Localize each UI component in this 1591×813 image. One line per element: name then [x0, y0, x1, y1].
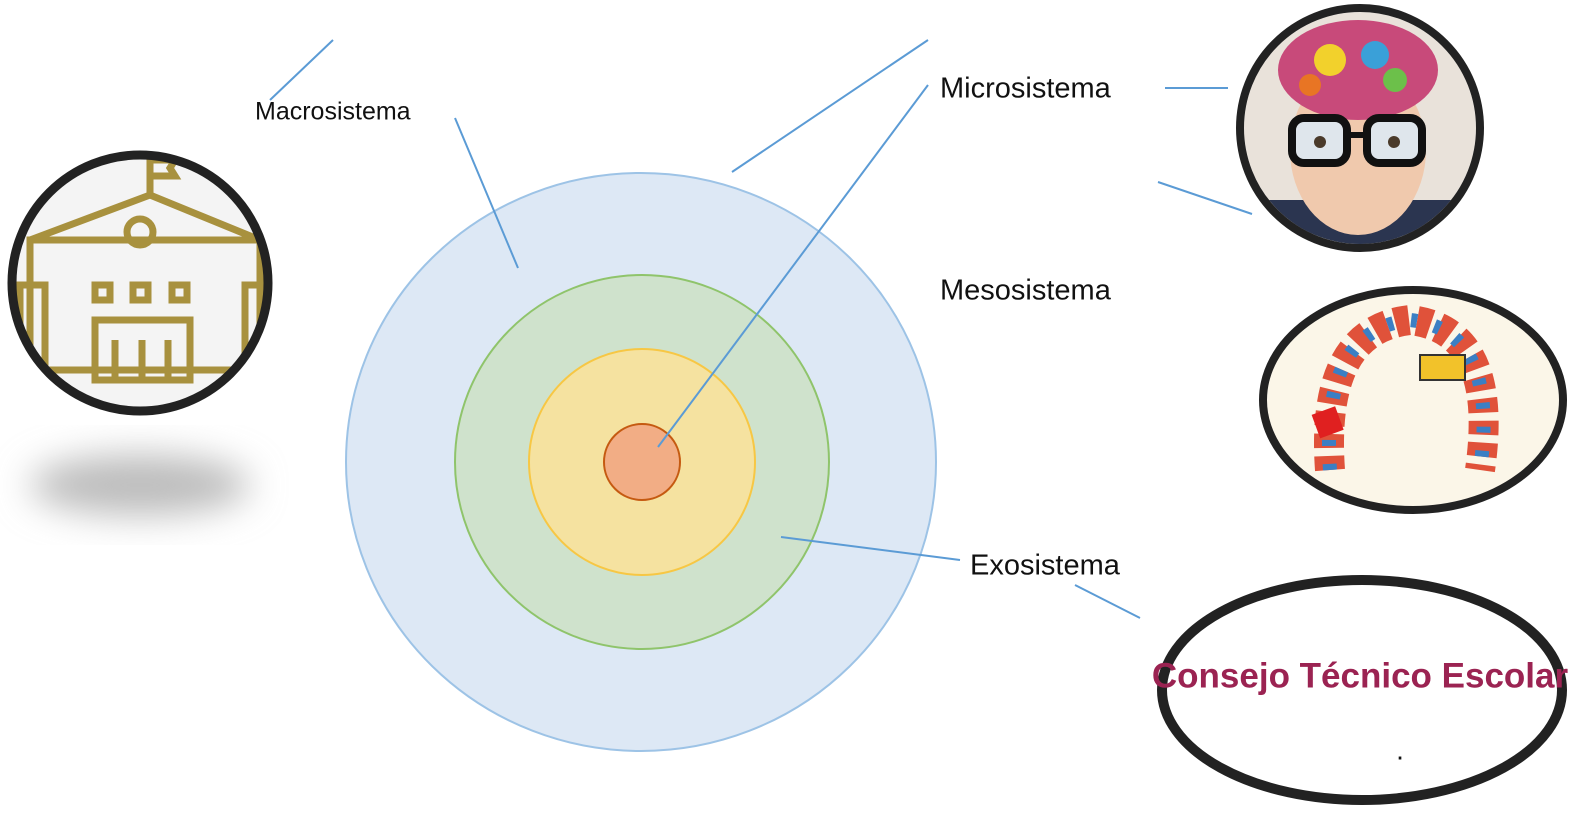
connector — [270, 40, 333, 100]
label: Macrosistema — [255, 98, 411, 126]
system-rings — [346, 173, 936, 751]
label: Microsistema — [940, 73, 1112, 105]
school-image — [12, 155, 270, 411]
shadow — [30, 455, 250, 515]
image-text: Consejo Técnico Escolar — [1152, 656, 1569, 695]
image-caption: . — [1396, 734, 1404, 765]
connector — [732, 40, 928, 172]
ring-micro — [604, 424, 680, 500]
child-image — [1240, 8, 1480, 260]
diagram: Macrosistema Microsistema Mesosistema Ex… — [0, 0, 1591, 813]
connector — [1075, 585, 1140, 618]
connector — [1158, 182, 1252, 214]
label: Mesosistema — [940, 275, 1112, 307]
label: Exosistema — [970, 550, 1121, 582]
consejo-image: Consejo Técnico Escolar . — [1152, 580, 1569, 800]
page: Macrosistema Microsistema Mesosistema Ex… — [0, 0, 1591, 813]
supplies-image — [1263, 290, 1563, 510]
